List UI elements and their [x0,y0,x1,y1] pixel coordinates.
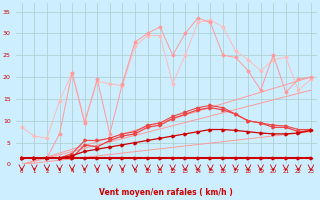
X-axis label: Vent moyen/en rafales ( km/h ): Vent moyen/en rafales ( km/h ) [100,188,233,197]
